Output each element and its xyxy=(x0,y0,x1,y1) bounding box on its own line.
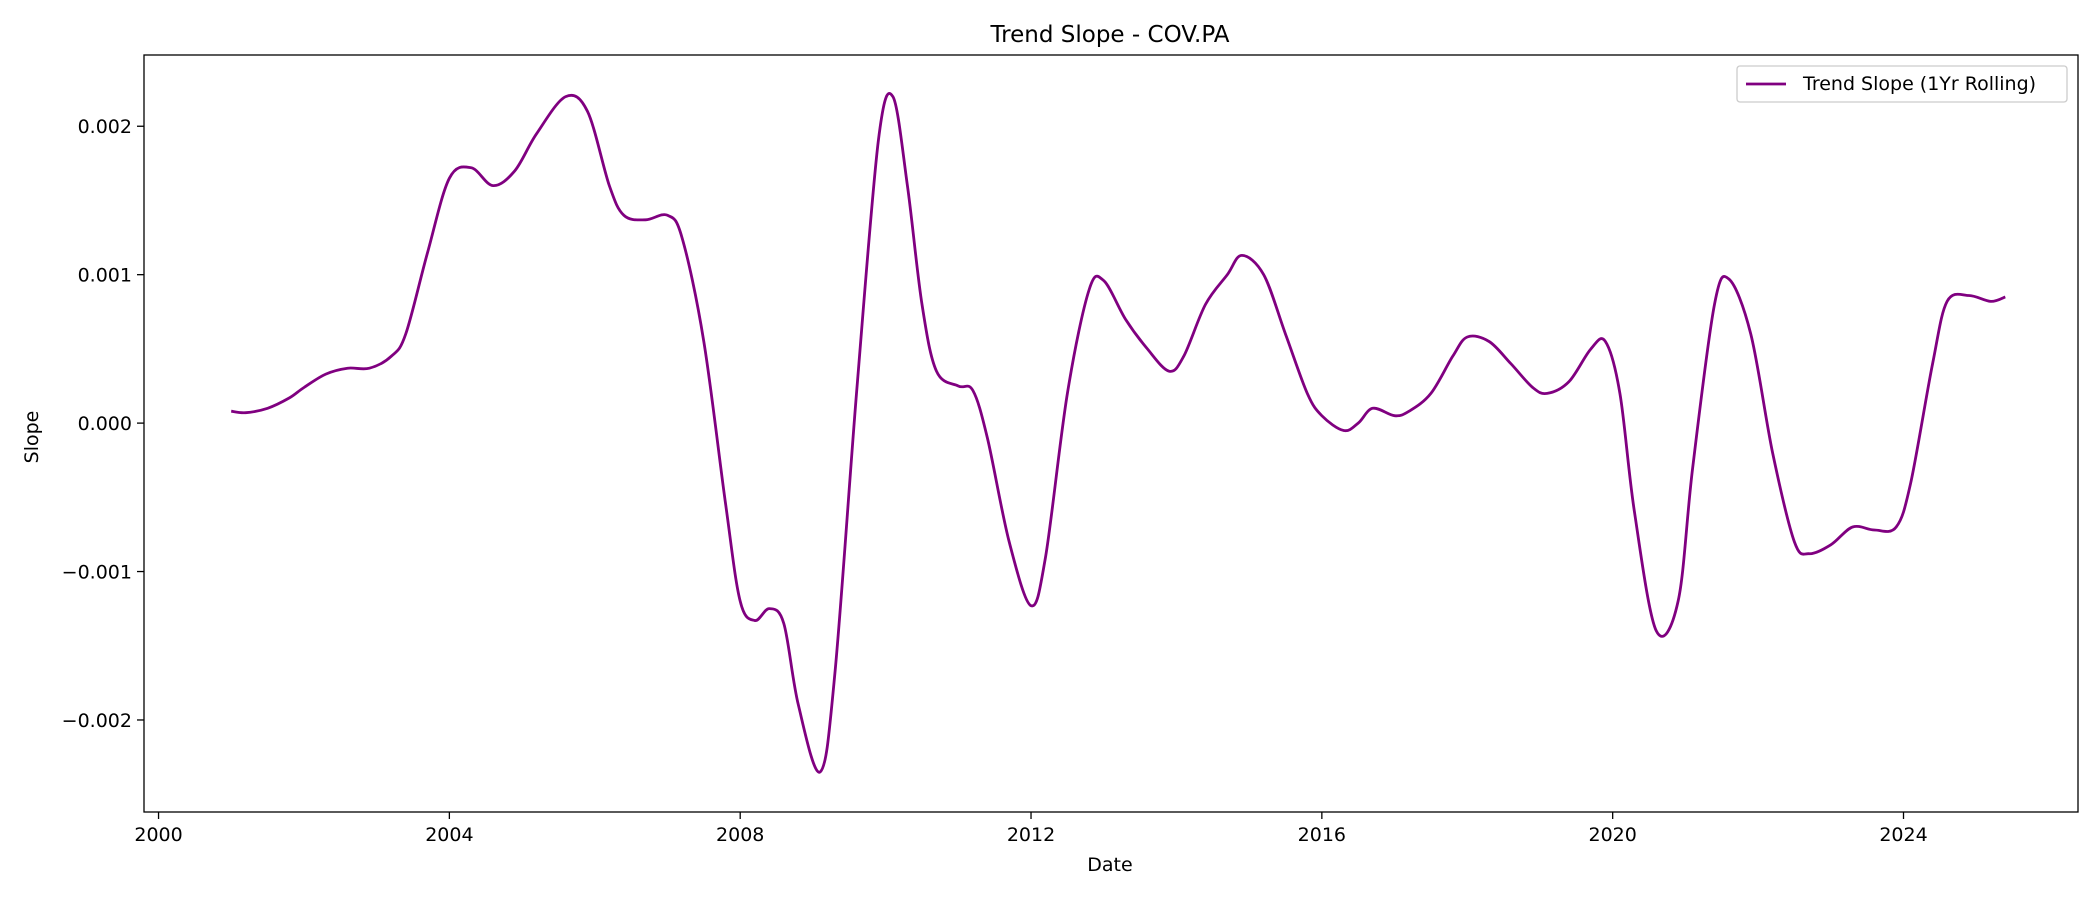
chart-title: Trend Slope - COV.PA xyxy=(990,22,1230,48)
x-axis-label: Date xyxy=(1087,854,1132,876)
y-tick-label: 0.000 xyxy=(78,413,132,435)
x-tick-label: 2012 xyxy=(1007,824,1055,846)
legend: Trend Slope (1Yr Rolling) xyxy=(1736,65,2068,103)
y-tick-label: 0.002 xyxy=(78,116,132,138)
y-tick-label: 0.001 xyxy=(78,265,132,287)
y-tick-label: −0.001 xyxy=(62,562,132,584)
y-axis-label: Slope xyxy=(21,411,43,464)
legend-label: Trend Slope (1Yr Rolling) xyxy=(1802,73,2036,95)
series-line-0 xyxy=(230,92,2006,774)
x-tick-label: 2004 xyxy=(425,824,473,846)
x-tick-label: 2024 xyxy=(1879,824,1927,846)
axes-frame xyxy=(143,54,2079,813)
legend-box xyxy=(1736,65,2068,103)
y-tick-label: −0.002 xyxy=(62,710,132,732)
x-tick-label: 2020 xyxy=(1588,824,1636,846)
x-tick-label: 2016 xyxy=(1298,824,1346,846)
x-tick-label: 2008 xyxy=(716,824,764,846)
x-tick-label: 2000 xyxy=(134,824,182,846)
plot-area: 2000 2004 2008 2012 2016 2020 2024 −0.002 −0.001… xyxy=(62,54,2079,846)
